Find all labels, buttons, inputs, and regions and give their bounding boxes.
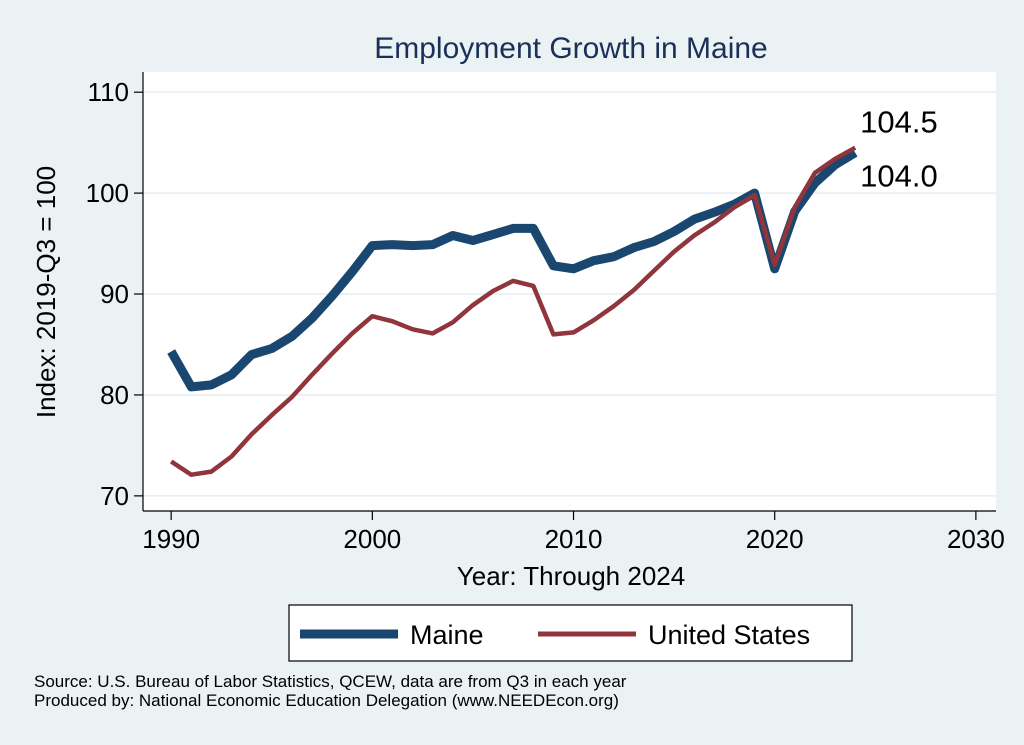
x-tick-label: 1990 xyxy=(142,524,200,554)
x-tick-label: 2020 xyxy=(746,524,804,554)
y-tick-label: 90 xyxy=(100,279,129,309)
x-tick-label: 2030 xyxy=(947,524,1005,554)
series-lines xyxy=(167,145,858,477)
series-line-united-states xyxy=(169,145,857,477)
end-label-united-states: 104.5 xyxy=(860,105,938,140)
gridlines xyxy=(143,91,996,497)
chart-title: Employment Growth in Maine xyxy=(374,32,768,65)
x-tick-label: 2010 xyxy=(545,524,603,554)
x-axis-label: Year: Through 2024 xyxy=(457,561,685,591)
y-tick-label: 100 xyxy=(86,178,129,208)
y-tick-label: 70 xyxy=(100,481,129,511)
y-tick-label: 80 xyxy=(100,380,129,410)
x-tick-label: 2000 xyxy=(343,524,401,554)
series-line-maine xyxy=(167,148,858,392)
end-label-maine: 104.0 xyxy=(860,159,938,194)
producer-line: Produced by: National Economic Education… xyxy=(34,691,619,710)
source-line: Source: U.S. Bureau of Labor Statistics,… xyxy=(34,672,627,691)
plot-area xyxy=(143,72,996,511)
source-notes: Source: U.S. Bureau of Labor Statistics,… xyxy=(34,672,626,710)
y-axis-label: Index: 2019-Q3 = 100 xyxy=(31,166,61,418)
end-labels: 104.5 104.0 xyxy=(860,105,938,194)
legend: Maine United States xyxy=(288,604,853,662)
legend-label-united-states: United States xyxy=(648,620,810,650)
y-tick-label: 110 xyxy=(88,77,129,107)
legend-label-maine: Maine xyxy=(410,620,484,650)
line-chart: Employment Growth in Maine 70 80 90 100 110 1… xyxy=(31,32,1005,662)
axis-ticks: 70 80 90 100 110 1990 2000 2010 2020 2030 xyxy=(86,77,1005,554)
